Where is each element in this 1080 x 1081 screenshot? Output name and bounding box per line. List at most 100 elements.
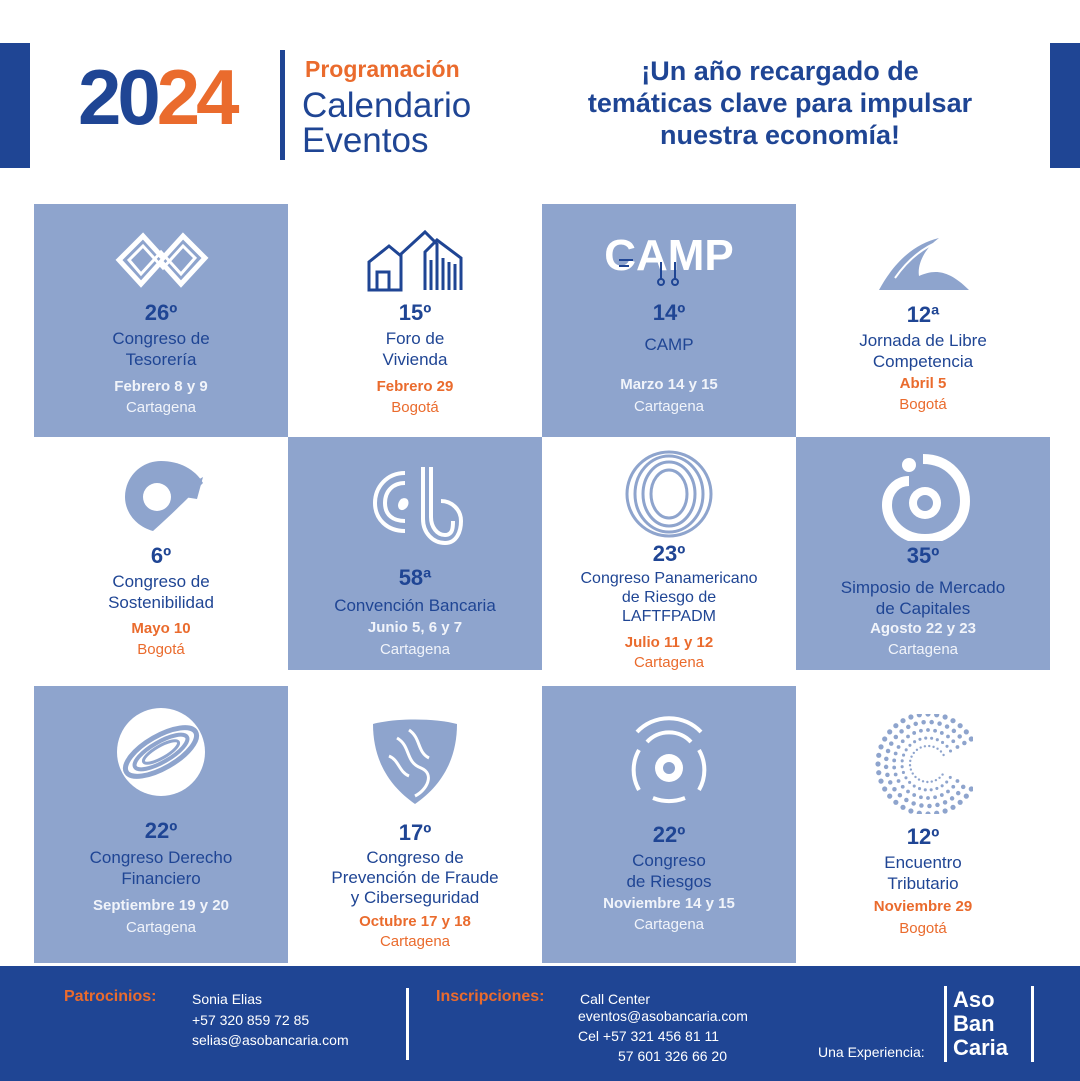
event-tile-competencia: 12ª Jornada de Libre Competencia Abril 5 … <box>796 204 1050 437</box>
event-name: Congreso de Tesorería <box>40 328 282 370</box>
dot <box>908 714 914 720</box>
event-name-line: de Riesgos <box>626 872 712 891</box>
dot <box>957 723 963 729</box>
event-name-line: Congreso de <box>112 572 210 591</box>
dot <box>942 808 948 814</box>
event-name-line: Financiero <box>121 869 201 888</box>
dot <box>912 731 917 735</box>
event-city: Cartagena <box>379 641 451 658</box>
dot <box>942 753 945 757</box>
event-number: 35º <box>906 543 940 568</box>
dot <box>908 808 914 814</box>
dot <box>925 811 931 814</box>
register-cel[interactable]: Cel +57 321 456 81 11 <box>578 1028 720 1044</box>
dot <box>940 784 944 788</box>
infinity-icon <box>111 224 211 294</box>
event-name: Congreso Derecho Financiero <box>40 847 282 889</box>
dot <box>926 780 929 784</box>
event-number: 14º <box>652 300 686 325</box>
dot <box>939 793 944 797</box>
dot <box>950 804 956 810</box>
dot <box>960 784 966 790</box>
dot <box>957 799 963 805</box>
event-name: Congreso de Sostenibilidad <box>40 571 282 613</box>
event-name-line: Prevención de Fraude <box>331 868 499 887</box>
dot <box>896 779 901 783</box>
event-number: 22º <box>652 822 686 847</box>
event-name: Foro de Vivienda <box>294 328 536 370</box>
dot <box>912 784 916 788</box>
header-left-bar <box>0 43 30 168</box>
ring-icon <box>111 702 211 802</box>
dot <box>926 728 930 732</box>
footer: Patrocinios: Sonia Elias +57 320 859 72 … <box>0 966 1080 1081</box>
dot <box>908 764 912 767</box>
event-name-line: Tesorería <box>125 350 197 369</box>
event-name-line: Congreso de <box>366 848 464 867</box>
tagline-line-3: nuestra economía! <box>659 120 901 150</box>
dot <box>939 731 944 735</box>
dot <box>888 780 893 785</box>
dot <box>883 764 889 770</box>
event-date: Junio 5, 6 y 7 <box>367 619 463 636</box>
dot <box>876 770 882 776</box>
dot <box>923 788 927 792</box>
event-date: Septiembre 19 y 20 <box>93 897 229 914</box>
camp-logo-icon: CAMP <box>604 224 734 294</box>
dot <box>884 756 889 762</box>
header-right-bar <box>1050 43 1080 168</box>
sponsor-phone[interactable]: +57 320 859 72 85 <box>192 1012 310 1028</box>
event-date: Agosto 22 y 23 <box>870 620 976 637</box>
dot <box>919 795 923 800</box>
dot <box>968 736 973 742</box>
event-name-line: Sostenibilidad <box>108 593 214 612</box>
event-city: Cartagena <box>633 916 705 933</box>
dot <box>936 747 939 750</box>
dot <box>875 761 881 767</box>
event-name-line: LAFTFPADM <box>622 608 716 625</box>
dot <box>906 724 911 730</box>
event-name: Encuentro Tributario <box>802 852 1044 894</box>
dot <box>945 780 949 784</box>
event-name-line: Foro de <box>385 329 445 348</box>
dot <box>900 759 904 763</box>
event-name-line: Convención Bancaria <box>334 596 496 615</box>
dot <box>927 803 932 809</box>
dot <box>929 788 933 792</box>
year-part-1: 20 <box>78 53 161 141</box>
dot <box>909 759 912 763</box>
event-city: Cartagena <box>887 641 959 658</box>
dot <box>930 736 934 740</box>
register-call-center: Call Center <box>580 991 651 1007</box>
dot <box>928 744 931 748</box>
event-name-line: Simposio de Mercado <box>840 578 1006 597</box>
gear-leaf-icon <box>111 455 211 535</box>
dot <box>968 786 973 792</box>
register-phone[interactable]: 57 601 326 66 20 <box>618 1048 727 1064</box>
dot <box>945 744 949 748</box>
dot <box>892 787 897 792</box>
dot <box>887 793 893 799</box>
dot <box>889 741 894 746</box>
dot <box>919 728 923 733</box>
dot <box>963 729 969 735</box>
dot <box>950 718 956 724</box>
experience-label: Una Experiencia: <box>818 1044 925 1060</box>
torus-icon <box>619 449 719 539</box>
dot <box>908 780 912 784</box>
dot <box>919 803 924 808</box>
dot <box>957 734 962 739</box>
header-tagline: ¡Un año recargado de temáticas clave par… <box>550 55 1010 151</box>
event-number: 12ª <box>906 302 940 327</box>
dot <box>914 775 917 779</box>
houses-icon <box>365 224 465 294</box>
sponsor-email[interactable]: selias@asobancaria.com <box>192 1032 349 1048</box>
dot <box>892 758 897 763</box>
dot <box>933 795 937 800</box>
dot <box>912 751 916 755</box>
event-date: Abril 5 <box>899 375 947 392</box>
shield-icon <box>365 716 465 806</box>
event-name-line: de Riesgo de <box>621 589 717 606</box>
register-email[interactable]: eventos@asobancaria.com <box>578 1008 748 1024</box>
event-tile-fraude: 17º Congreso de Prevención de Fraude y Cib… <box>288 686 542 963</box>
